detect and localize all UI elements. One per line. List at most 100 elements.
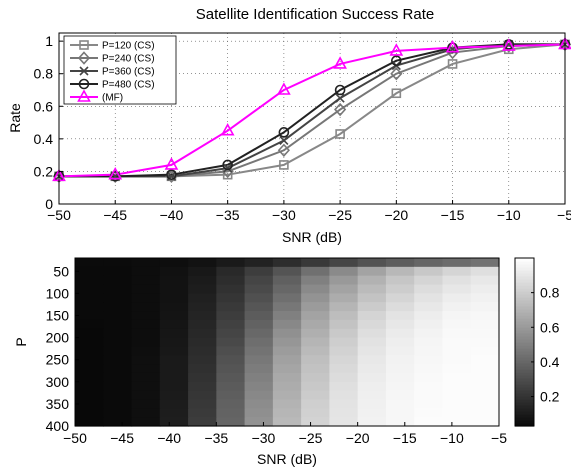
heatmap-cell	[188, 258, 217, 268]
heatmap-cell	[329, 302, 359, 312]
heatmap-x-tick-label: −10	[440, 430, 464, 446]
heatmap-cell	[103, 417, 133, 427]
heatmap-cell	[75, 390, 104, 401]
heatmap-cell	[75, 399, 104, 409]
colorbar-segment	[515, 393, 534, 397]
heatmap-cell	[188, 364, 217, 374]
heatmap-x-tick-label: −15	[393, 430, 417, 446]
legend-marker-1	[77, 51, 91, 65]
heatmap-cell	[75, 364, 104, 374]
top-series-lines	[58, 43, 566, 178]
colorbar-segment	[515, 309, 534, 313]
heatmap-cell	[329, 311, 359, 321]
heatmap-cell	[301, 258, 330, 268]
heatmap-cell	[188, 399, 217, 409]
heatmap-cell	[103, 319, 133, 330]
heatmap-cell	[357, 293, 387, 303]
heatmap-cell	[188, 417, 217, 427]
heatmap-cell	[272, 284, 302, 294]
heatmap-cell	[131, 319, 161, 330]
heatmap-cell	[244, 266, 274, 277]
heatmap-cell	[216, 302, 246, 312]
colorbar-segment	[515, 354, 534, 358]
heatmap-cell	[272, 399, 302, 409]
heatmap-cell	[272, 275, 302, 286]
heatmap-cell	[188, 337, 217, 348]
heatmap-cell	[329, 337, 359, 348]
heatmap-cell	[216, 293, 246, 303]
heatmap-cell	[272, 258, 302, 268]
heatmap-cell	[385, 408, 415, 418]
series-2-point	[279, 135, 289, 146]
colorbar-segment	[515, 369, 534, 373]
heatmap-cell	[244, 381, 274, 392]
heatmap-cell	[103, 293, 133, 303]
heatmap-cell	[301, 381, 330, 392]
colorbar-segment	[515, 264, 534, 268]
heatmap-cell	[442, 346, 472, 356]
heatmap-cell	[414, 319, 444, 330]
heatmap-cell	[75, 311, 104, 321]
heatmap-cell	[442, 355, 472, 365]
heatmap-cell	[75, 284, 104, 294]
heatmap-cell	[272, 337, 302, 348]
heatmap-cell	[103, 311, 133, 321]
series-2-point	[223, 163, 233, 173]
legend-marker-0	[79, 40, 89, 50]
heatmap-x-tick-label: −50	[63, 430, 87, 446]
heatmap-cell	[470, 417, 500, 427]
heatmap-cell	[188, 355, 217, 365]
heatmap-cell	[414, 258, 444, 268]
heatmap-cell	[188, 302, 217, 312]
series-2-point	[335, 93, 345, 103]
series-1-point	[334, 102, 347, 117]
heatmap-cell	[272, 346, 302, 356]
heatmap-cell	[470, 293, 500, 303]
heatmap-cell	[357, 355, 387, 365]
heatmap-cell	[244, 346, 274, 356]
heatmap-cell	[442, 328, 472, 339]
heatmap-cell	[131, 417, 161, 427]
heatmap-cell	[357, 275, 387, 286]
heatmap-cell	[244, 399, 274, 409]
top-x-tick-label: −35	[216, 207, 240, 223]
colorbar-segment	[515, 333, 534, 337]
heatmap-cell	[103, 275, 133, 286]
colorbar-segment	[515, 402, 534, 406]
heatmap-y-tick-label: 150	[46, 307, 70, 323]
heatmap-cell	[357, 258, 387, 268]
heatmap-cell	[131, 408, 161, 418]
heatmap-cell	[159, 390, 189, 401]
heatmap-cell	[470, 364, 500, 374]
heatmap-cell	[216, 381, 246, 392]
heatmap-cell	[301, 364, 330, 374]
heatmap-cell	[414, 372, 444, 383]
heatmap-cell	[470, 258, 500, 268]
heatmap-cell	[103, 381, 133, 392]
series-1-point	[502, 39, 515, 53]
heatmap-cell	[470, 337, 500, 348]
colorbar-segment	[515, 303, 534, 307]
heatmap-cell	[301, 355, 330, 365]
heatmap-cell	[385, 364, 415, 374]
heatmap-cell	[301, 372, 330, 383]
heatmap-cell	[470, 372, 500, 383]
heatmap-y-tick-label: 50	[53, 263, 69, 279]
heatmap-cell	[131, 346, 161, 356]
heatmap-cell	[357, 372, 387, 383]
legend-marker-3	[78, 78, 90, 90]
colorbar-segment	[515, 360, 534, 364]
heatmap-cell	[385, 266, 415, 277]
top-x-tick-label: −25	[328, 207, 352, 223]
series-1-point	[221, 164, 234, 179]
heatmap-cell	[442, 337, 472, 348]
heatmap-cell	[357, 390, 387, 401]
heatmap-cell	[442, 258, 472, 268]
heatmap-cell	[131, 372, 161, 383]
heatmap-cell	[216, 399, 246, 409]
success-rate-chart: Satellite Identification Success Rate −5…	[7, 6, 571, 245]
heatmap-cell	[131, 302, 161, 312]
heatmap-cell	[272, 328, 302, 339]
heatmap-cell	[470, 399, 500, 409]
